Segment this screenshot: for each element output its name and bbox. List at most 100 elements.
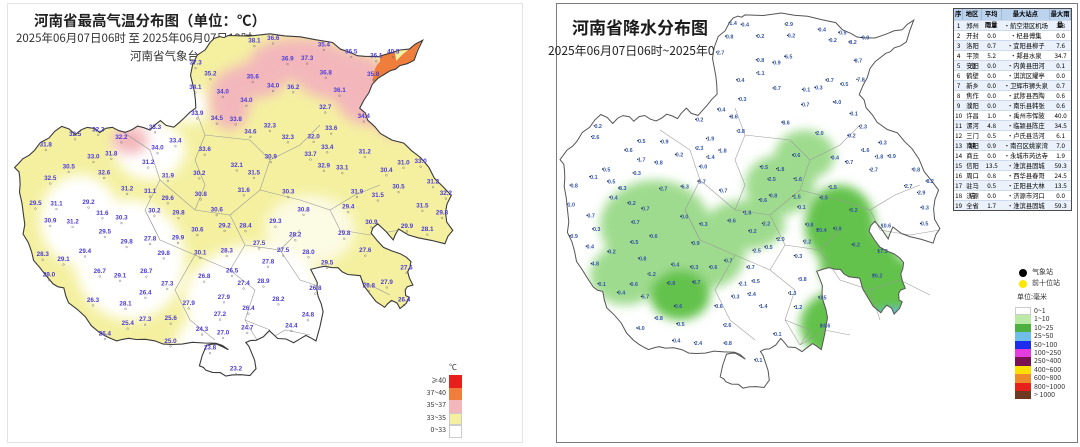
svg-text:35.2: 35.2 (204, 71, 217, 78)
svg-text:29.8: 29.8 (158, 250, 171, 257)
svg-text:4.8: 4.8 (592, 262, 600, 268)
svg-text:26.4: 26.4 (139, 289, 152, 296)
svg-text:31.9: 31.9 (162, 172, 175, 179)
svg-text:0.5: 0.5 (603, 167, 611, 173)
svg-text:32.5: 32.5 (44, 175, 57, 182)
svg-text:6.3: 6.3 (681, 184, 689, 190)
svg-text:0.5: 0.5 (761, 165, 769, 171)
svg-text:2.7: 2.7 (660, 187, 668, 193)
svg-text:36.6: 36.6 (267, 35, 280, 42)
svg-text:1.4: 1.4 (729, 21, 737, 27)
svg-text:28.1: 28.1 (421, 226, 434, 233)
svg-text:26.7: 26.7 (94, 268, 107, 275)
svg-text:29.8: 29.8 (436, 209, 449, 216)
svg-text:31.0: 31.0 (397, 159, 410, 166)
svg-text:8.6: 8.6 (730, 115, 738, 121)
svg-text:36.8: 36.8 (320, 69, 333, 76)
svg-text:1.9: 1.9 (707, 137, 715, 143)
svg-text:0.2: 0.2 (749, 229, 757, 235)
svg-text:32.3: 32.3 (92, 126, 105, 133)
svg-text:24.4: 24.4 (285, 322, 298, 329)
svg-text:0.9: 0.9 (661, 140, 669, 146)
svg-text:29.5: 29.5 (29, 200, 42, 207)
svg-text:0.4: 0.4 (737, 78, 745, 84)
svg-text:0.8: 0.8 (668, 281, 676, 287)
svg-text:0.8: 0.8 (639, 256, 647, 262)
svg-text:30.3: 30.3 (282, 189, 295, 196)
svg-text:29.9: 29.9 (401, 223, 414, 230)
svg-text:2.7: 2.7 (717, 50, 725, 56)
svg-text:0.4: 0.4 (819, 28, 827, 34)
svg-text:32.5: 32.5 (69, 131, 82, 138)
svg-text:27.5: 27.5 (253, 240, 266, 247)
svg-text:30.8: 30.8 (195, 191, 208, 198)
svg-text:0.9: 0.9 (888, 154, 896, 160)
svg-text:4.0: 4.0 (637, 326, 645, 332)
svg-text:32.2: 32.2 (440, 190, 453, 197)
svg-text:36.1: 36.1 (370, 53, 383, 60)
svg-text:29.4: 29.4 (342, 204, 355, 211)
svg-text:26.2: 26.2 (872, 273, 883, 279)
svg-text:2.2: 2.2 (763, 222, 771, 228)
svg-text:2.2: 2.2 (804, 239, 812, 245)
svg-text:0.7: 0.7 (587, 214, 595, 220)
svg-text:32.3: 32.3 (264, 123, 277, 130)
svg-text:0.5: 0.5 (820, 196, 828, 202)
svg-text:0.3: 0.3 (815, 86, 823, 92)
svg-text:0.2: 0.2 (853, 243, 861, 249)
svg-text:1.8: 1.8 (719, 148, 727, 154)
svg-text:23.8: 23.8 (204, 345, 217, 352)
svg-text:0.6: 0.6 (728, 219, 736, 225)
svg-text:27.9: 27.9 (218, 294, 231, 301)
svg-text:1.6: 1.6 (862, 148, 870, 154)
svg-text:28.2: 28.2 (272, 296, 285, 303)
svg-text:27.6: 27.6 (400, 264, 413, 271)
svg-text:0.7: 0.7 (846, 160, 854, 166)
svg-text:30.5: 30.5 (63, 163, 76, 170)
svg-text:4.0: 4.0 (834, 100, 842, 106)
svg-text:1.8: 1.8 (744, 210, 752, 216)
svg-text:8.7: 8.7 (693, 280, 701, 286)
svg-text:33.8: 33.8 (230, 116, 243, 123)
svg-text:0.5: 0.5 (819, 295, 827, 301)
svg-text:1.5: 1.5 (793, 194, 801, 200)
svg-text:29.1: 29.1 (57, 256, 70, 263)
svg-text:31.6: 31.6 (238, 187, 251, 194)
svg-text:9.9: 9.9 (862, 36, 870, 42)
svg-text:27.3: 27.3 (139, 316, 152, 323)
svg-text:29.2: 29.2 (218, 222, 231, 229)
svg-text:29.8: 29.8 (338, 230, 351, 237)
svg-text:0.2: 0.2 (628, 201, 636, 207)
svg-text:0.8: 0.8 (806, 222, 814, 228)
svg-text:0.4: 0.4 (672, 262, 680, 268)
svg-text:25.6: 25.6 (165, 315, 178, 322)
svg-text:27.3: 27.3 (161, 280, 174, 287)
svg-text:27.5: 27.5 (277, 247, 290, 254)
svg-text:1.1: 1.1 (757, 71, 765, 77)
svg-text:0.3: 0.3 (795, 254, 803, 260)
svg-text:36.2: 36.2 (287, 84, 300, 91)
svg-text:3.8: 3.8 (737, 129, 745, 135)
svg-text:0.3: 0.3 (593, 227, 601, 233)
svg-text:2.5: 2.5 (753, 248, 761, 254)
svg-text:0.1: 0.1 (803, 88, 811, 94)
svg-text:0.1: 0.1 (598, 282, 606, 288)
svg-text:30.9: 30.9 (44, 218, 57, 225)
svg-text:0.9: 0.9 (834, 227, 842, 233)
svg-text:31.5: 31.5 (248, 169, 261, 176)
svg-text:0.7: 0.7 (747, 265, 755, 271)
svg-text:34.5: 34.5 (211, 115, 224, 122)
svg-text:28.1: 28.1 (119, 300, 132, 307)
svg-text:1.2: 1.2 (795, 305, 803, 311)
svg-text:0.6: 0.6 (631, 282, 639, 288)
svg-text:0.9: 0.9 (692, 241, 700, 247)
svg-text:32.3: 32.3 (282, 134, 295, 141)
svg-text:10.6: 10.6 (881, 224, 892, 230)
svg-text:34.0: 34.0 (267, 83, 280, 90)
svg-text:0.4: 0.4 (718, 107, 726, 113)
svg-text:30.2: 30.2 (148, 207, 161, 214)
svg-text:0.5: 0.5 (841, 82, 849, 88)
svg-text:27.8: 27.8 (262, 258, 275, 265)
svg-text:0.3: 0.3 (732, 294, 740, 300)
svg-text:29.5: 29.5 (99, 228, 112, 235)
